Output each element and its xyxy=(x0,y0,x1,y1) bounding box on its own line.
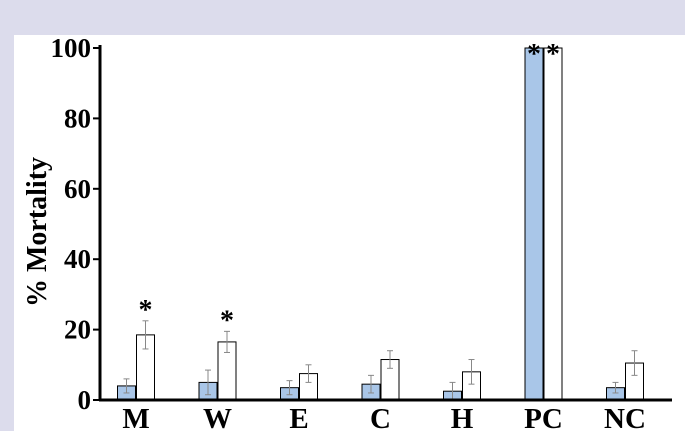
y-tick-label: 60 xyxy=(64,174,91,204)
bar-pc-series-1 xyxy=(524,47,544,401)
y-tick-label: 20 xyxy=(64,315,91,345)
bar-pc-series-2 xyxy=(543,47,563,401)
y-tick-label: 40 xyxy=(64,244,91,274)
x-axis-labels: M W E C H PC NC xyxy=(122,403,646,431)
x-tick-label-w: W xyxy=(203,403,232,431)
bars xyxy=(117,47,644,401)
significance-star: * xyxy=(527,39,541,70)
x-tick-label-m: M xyxy=(122,403,149,431)
x-tick-label-c: C xyxy=(370,403,391,431)
plot-panel xyxy=(14,35,685,431)
significance-star: * xyxy=(139,295,153,326)
significance-star: * xyxy=(220,305,234,336)
error-bars xyxy=(123,320,638,401)
x-tick-label-nc: NC xyxy=(604,403,646,431)
y-tick-label: 0 xyxy=(78,385,92,415)
x-tick-label-h: H xyxy=(451,403,474,431)
y-tick-label: 100 xyxy=(51,33,92,63)
x-tick-label-pc: PC xyxy=(524,403,563,431)
y-axis-ticks: 0 20 40 60 80 100 xyxy=(51,33,100,415)
significance-markers: * ** * xyxy=(139,39,561,336)
y-tick-label: 80 xyxy=(64,103,91,133)
significance-star: * xyxy=(546,39,560,70)
y-axis-title: % Mortality xyxy=(22,157,53,307)
x-tick-label-e: E xyxy=(289,403,308,431)
